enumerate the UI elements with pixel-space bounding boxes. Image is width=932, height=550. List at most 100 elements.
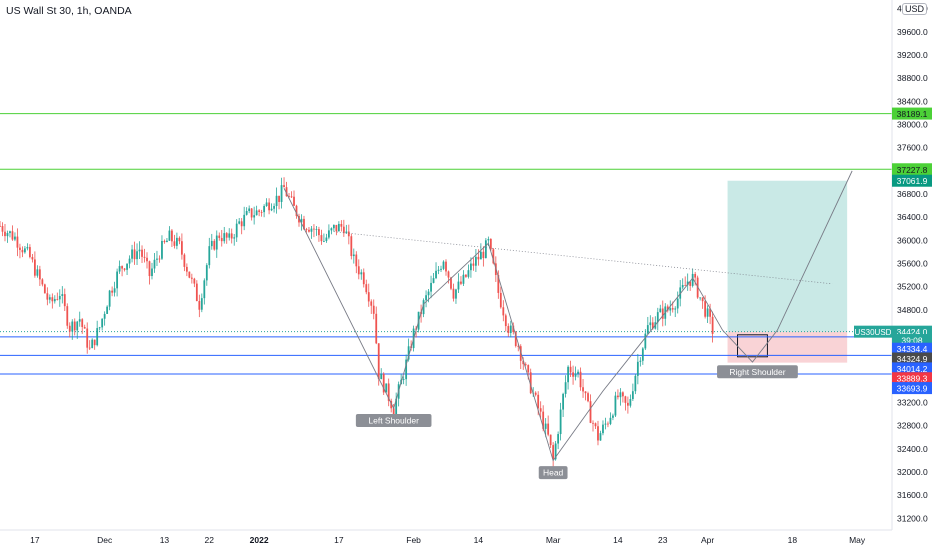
candle-body	[377, 343, 380, 380]
candle-body	[208, 246, 211, 266]
candle-body	[265, 202, 268, 207]
candle-body	[512, 325, 515, 332]
candle-body	[362, 272, 365, 285]
candle-body	[320, 235, 323, 242]
candle-body	[584, 391, 587, 394]
candle-body	[427, 291, 430, 296]
candle-body	[318, 229, 320, 236]
candle-body	[48, 297, 51, 300]
candle-body	[457, 281, 460, 290]
candle-body	[305, 229, 308, 230]
candle-body	[442, 261, 445, 269]
pattern-label-bg	[717, 365, 798, 379]
y-tick-label: 34800.0	[897, 305, 928, 315]
pattern-label: Left Shoulder	[368, 415, 419, 425]
candle-body	[626, 402, 629, 406]
candle-body	[210, 240, 213, 247]
x-tick-label: Apr	[701, 535, 714, 545]
currency-button[interactable]: USD	[902, 3, 928, 15]
candle-body	[121, 266, 123, 269]
candle-body	[440, 268, 442, 270]
price-label: 37227.8	[897, 165, 928, 175]
candle-body	[641, 348, 644, 361]
candle-body	[258, 210, 261, 212]
candle-body	[138, 249, 141, 252]
candle-body	[699, 297, 702, 299]
price-label: 33889.3	[897, 374, 928, 384]
neckline	[333, 231, 833, 285]
candle-body	[709, 308, 712, 317]
candle-body	[41, 279, 44, 285]
candle-body	[659, 308, 662, 313]
y-tick-label: 36000.0	[897, 235, 928, 245]
y-tick-label: 32000.0	[897, 467, 928, 477]
candle-body	[447, 271, 450, 278]
candle-body	[666, 306, 669, 311]
x-tick-label: 22	[205, 535, 215, 545]
candle-body	[537, 394, 540, 409]
candle-body	[467, 270, 470, 277]
y-tick-label: 36800.0	[897, 189, 928, 199]
pattern-label: Right Shoulder	[729, 367, 785, 377]
candle-body	[617, 395, 619, 398]
candle-body	[280, 185, 283, 202]
candle-body	[185, 266, 188, 272]
candle-body	[612, 415, 614, 418]
candle-body	[161, 240, 163, 259]
candle-body	[66, 306, 69, 326]
candle-body	[432, 278, 435, 283]
x-tick-label: 14	[474, 535, 484, 545]
candle-body	[285, 187, 288, 197]
price-label: 34334.4	[897, 344, 928, 354]
candle-body	[602, 424, 604, 434]
candle-body	[148, 261, 151, 277]
candle-body	[310, 228, 313, 232]
candle-body	[704, 301, 707, 317]
candle-body	[470, 263, 472, 271]
candle-body	[572, 372, 574, 377]
stop-zone	[727, 331, 848, 363]
candle-body	[681, 284, 684, 288]
candle-body	[230, 233, 233, 239]
candle-body	[313, 228, 315, 230]
candle-body	[173, 241, 176, 246]
price-label: 34424.0	[897, 327, 928, 337]
candle-body	[101, 318, 104, 328]
candle-body	[636, 361, 639, 376]
candle-body	[24, 248, 26, 253]
candle-body	[96, 328, 99, 346]
candle-body	[245, 211, 248, 215]
candle-body	[166, 240, 168, 243]
candle-body	[26, 247, 29, 249]
candle-body	[435, 270, 437, 279]
candle-body	[188, 271, 191, 278]
candle-body	[88, 347, 91, 349]
candle-body	[691, 273, 694, 286]
candle-body	[58, 295, 61, 300]
y-tick-label: 37600.0	[897, 143, 928, 153]
candle-body	[153, 259, 156, 269]
candle-body	[624, 396, 627, 403]
pattern-label-bg	[355, 413, 432, 427]
candle-body	[248, 208, 251, 212]
candle-body	[176, 237, 178, 246]
candle-body	[218, 235, 221, 238]
target-zone	[727, 180, 848, 332]
candle-body	[539, 408, 542, 412]
candle-body	[711, 316, 714, 334]
y-tick-label: 35600.0	[897, 259, 928, 269]
candle-body	[430, 282, 432, 292]
candle-body	[609, 417, 612, 424]
candle-body	[203, 280, 206, 299]
x-tick-label: May	[849, 535, 866, 545]
candle-body	[497, 275, 500, 293]
candle-body	[46, 293, 49, 300]
symbol-tag: US30USD	[855, 328, 892, 337]
symbol-title: US Wall St 30, 1h, OANDA	[6, 5, 132, 17]
candle-body	[689, 281, 692, 286]
x-tick-label: 13	[160, 535, 170, 545]
y-tick-label: 38800.0	[897, 73, 928, 83]
candle-body	[91, 339, 94, 349]
candle-body	[156, 258, 158, 260]
